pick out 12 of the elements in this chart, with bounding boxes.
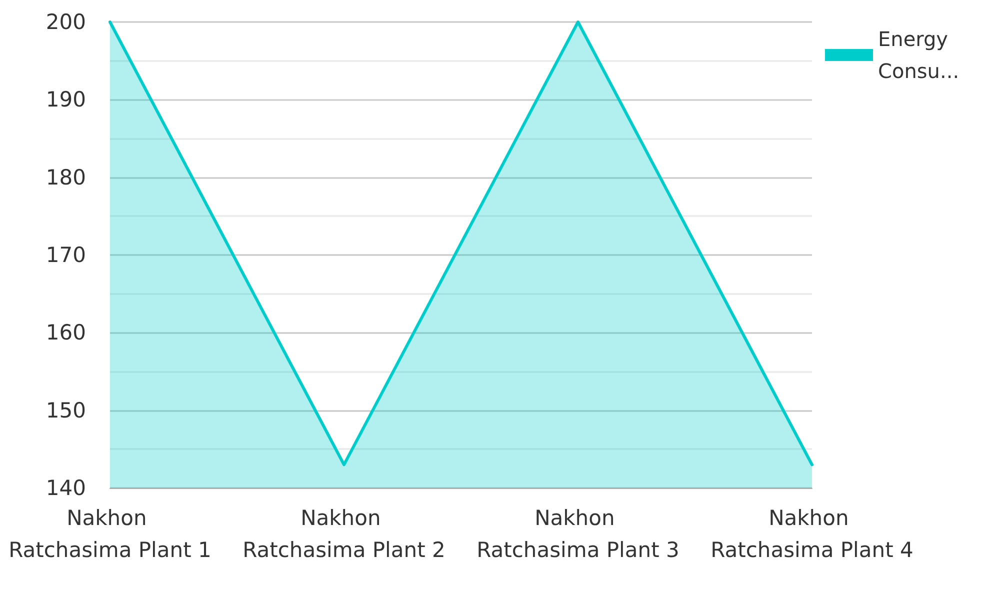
y-tick-label: 170: [46, 243, 86, 267]
legend-label: Energy Consu...: [878, 27, 960, 83]
y-tick-label: 190: [46, 88, 86, 112]
y-tick-label: 150: [46, 398, 86, 422]
y-tick-label: 140: [46, 476, 86, 500]
x-tick-label: Nakhon Ratchasima Plant 3: [476, 506, 680, 562]
y-tick-label: 180: [46, 165, 86, 190]
y-tick-label: 200: [46, 10, 86, 34]
y-tick-label: 160: [46, 320, 86, 345]
x-tick-label: Nakhon Ratchasima Plant 4: [710, 506, 914, 562]
x-tick-label: Nakhon Ratchasima Plant 2: [242, 506, 446, 562]
x-tick-label: Nakhon Ratchasima Plant 1: [8, 506, 212, 562]
